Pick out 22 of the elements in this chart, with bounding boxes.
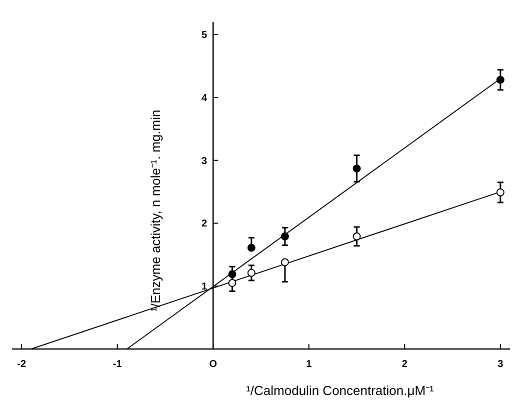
y-axis-title: ¹/Enzyme activity, n mole⁻¹. mg.min: [148, 110, 163, 312]
x-tick-label: 1: [306, 359, 312, 370]
point: [280, 258, 289, 266]
x-tick-label: -2: [17, 359, 26, 370]
x-tick-label: -1: [112, 359, 122, 370]
point: [496, 188, 504, 196]
y-tick-label: 5: [202, 30, 208, 42]
point: [280, 232, 289, 240]
point: [352, 164, 361, 173]
x-axis-title: ¹/Calmodulin Concentration.μM⁻¹: [246, 383, 435, 398]
y-tick-label: 4: [202, 92, 208, 104]
y-tick-label: 3: [202, 156, 208, 167]
x-tick-label: 2: [402, 359, 408, 370]
y-tick-label: 1: [202, 282, 208, 293]
point: [247, 244, 256, 252]
point: [496, 76, 504, 84]
point: [352, 232, 361, 240]
y-tick-label: 2: [202, 218, 208, 230]
point: [247, 268, 256, 277]
x-tick-label: 3: [498, 359, 504, 370]
x-tick-label: O: [209, 359, 218, 370]
point: [228, 278, 236, 287]
